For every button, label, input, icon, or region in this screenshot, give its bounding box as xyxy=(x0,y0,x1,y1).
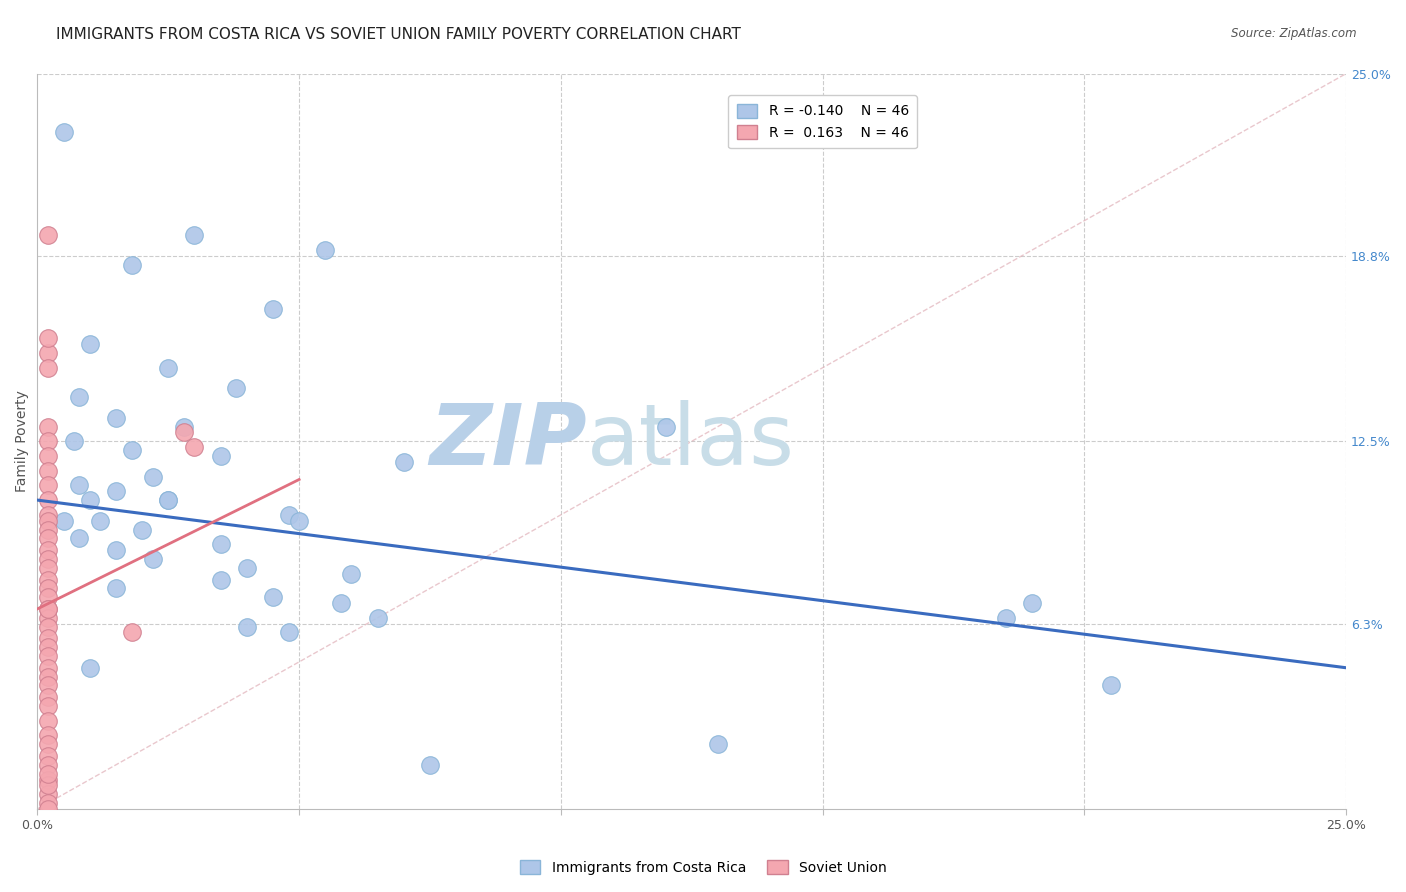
Point xyxy=(37,632,59,646)
Point xyxy=(37,478,59,492)
Point xyxy=(209,449,232,463)
Text: Source: ZipAtlas.com: Source: ZipAtlas.com xyxy=(1232,27,1357,40)
Legend: Immigrants from Costa Rica, Soviet Union: Immigrants from Costa Rica, Soviet Union xyxy=(515,855,891,880)
Point xyxy=(367,611,389,625)
Point xyxy=(262,590,284,604)
Point xyxy=(37,582,59,596)
Point xyxy=(67,532,90,546)
Point xyxy=(37,779,59,793)
Point xyxy=(994,611,1017,625)
Point xyxy=(37,434,59,449)
Point xyxy=(37,346,59,360)
Point xyxy=(37,560,59,574)
Point xyxy=(173,419,195,434)
Point xyxy=(121,443,143,458)
Point xyxy=(37,419,59,434)
Point xyxy=(37,728,59,742)
Point xyxy=(37,573,59,587)
Text: ZIP: ZIP xyxy=(429,400,588,483)
Point xyxy=(277,508,299,522)
Point xyxy=(183,440,205,454)
Point xyxy=(37,602,59,616)
Point xyxy=(141,469,163,483)
Point xyxy=(173,425,195,440)
Point xyxy=(121,625,143,640)
Point xyxy=(157,360,180,375)
Point xyxy=(52,125,75,139)
Point xyxy=(37,648,59,663)
Point xyxy=(37,661,59,675)
Point xyxy=(37,543,59,558)
Point xyxy=(79,661,101,675)
Y-axis label: Family Poverty: Family Poverty xyxy=(15,391,30,492)
Point xyxy=(79,493,101,508)
Point xyxy=(37,714,59,728)
Point xyxy=(121,258,143,272)
Point xyxy=(314,243,336,257)
Point xyxy=(37,757,59,772)
Point xyxy=(37,360,59,375)
Point xyxy=(52,514,75,528)
Point xyxy=(37,590,59,604)
Point xyxy=(340,566,363,581)
Point xyxy=(209,573,232,587)
Point xyxy=(236,619,259,633)
Point xyxy=(67,390,90,404)
Point xyxy=(37,514,59,528)
Point xyxy=(1099,678,1122,692)
Point xyxy=(37,464,59,478)
Point xyxy=(157,493,180,508)
Point xyxy=(392,455,415,469)
Point xyxy=(37,228,59,243)
Point xyxy=(330,596,353,610)
Point xyxy=(79,337,101,351)
Point xyxy=(104,484,127,499)
Point xyxy=(37,331,59,345)
Text: atlas: atlas xyxy=(588,400,794,483)
Point xyxy=(37,737,59,751)
Point xyxy=(236,560,259,574)
Point xyxy=(104,543,127,558)
Point xyxy=(37,699,59,714)
Point xyxy=(141,552,163,566)
Point xyxy=(131,523,153,537)
Point xyxy=(37,508,59,522)
Point xyxy=(1021,596,1043,610)
Point xyxy=(37,772,59,787)
Point xyxy=(37,552,59,566)
Point xyxy=(89,514,111,528)
Point xyxy=(37,640,59,655)
Point xyxy=(262,301,284,316)
Point xyxy=(288,514,311,528)
Point xyxy=(67,478,90,492)
Point xyxy=(419,757,441,772)
Point xyxy=(37,493,59,508)
Point xyxy=(37,802,59,816)
Point xyxy=(37,766,59,780)
Point xyxy=(37,749,59,764)
Point xyxy=(37,678,59,692)
Point xyxy=(37,611,59,625)
Point xyxy=(183,228,205,243)
Point xyxy=(37,449,59,463)
Point xyxy=(37,602,59,616)
Legend: R = -0.140    N = 46, R =  0.163    N = 46: R = -0.140 N = 46, R = 0.163 N = 46 xyxy=(728,95,917,148)
Point xyxy=(225,381,247,395)
Point xyxy=(37,523,59,537)
Point xyxy=(37,690,59,705)
Point xyxy=(37,532,59,546)
Point xyxy=(209,537,232,551)
Point xyxy=(37,796,59,810)
Point xyxy=(157,493,180,508)
Point xyxy=(63,434,86,449)
Point xyxy=(104,410,127,425)
Point xyxy=(37,619,59,633)
Text: IMMIGRANTS FROM COSTA RICA VS SOVIET UNION FAMILY POVERTY CORRELATION CHART: IMMIGRANTS FROM COSTA RICA VS SOVIET UNI… xyxy=(56,27,741,42)
Point xyxy=(37,670,59,684)
Point xyxy=(104,582,127,596)
Point xyxy=(707,737,730,751)
Point xyxy=(37,787,59,801)
Point xyxy=(277,625,299,640)
Point xyxy=(654,419,676,434)
